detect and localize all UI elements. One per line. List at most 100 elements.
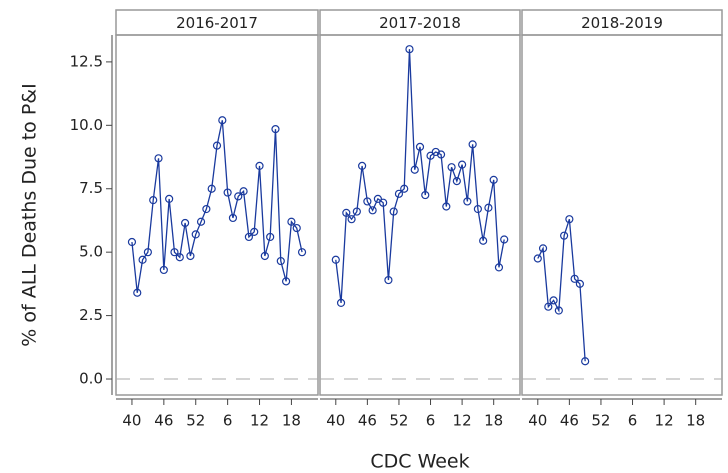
data-point [554, 306, 563, 315]
x-tick-label: 46 [154, 412, 173, 430]
data-point [363, 197, 372, 206]
x-tick-label: 52 [591, 412, 610, 430]
data-point [165, 194, 174, 203]
x-tick-label: 52 [186, 412, 205, 430]
data-point [255, 161, 264, 171]
data-point [347, 215, 356, 224]
data-point [500, 235, 509, 244]
data-line [537, 218, 586, 362]
data-point [549, 296, 558, 305]
data-point [143, 248, 152, 257]
x-tick-label: 52 [389, 412, 408, 430]
data-point [127, 237, 137, 247]
x-tick-label: 18 [282, 412, 301, 430]
data-point [581, 357, 590, 366]
data-point [479, 236, 488, 245]
data-point [570, 274, 579, 283]
data-point [191, 230, 200, 239]
data-point [494, 263, 504, 272]
data-point [186, 251, 195, 261]
x-tick-label: 12 [250, 412, 269, 430]
data-point [287, 217, 296, 226]
x-tick-label: 18 [686, 412, 705, 430]
data-point [336, 298, 346, 308]
data-point [489, 175, 498, 184]
x-tick-label: 12 [655, 412, 674, 430]
data-point [202, 204, 211, 214]
data-line [131, 120, 303, 293]
y-tick-label: 5.0 [79, 243, 103, 261]
data-point [181, 218, 190, 228]
x-tick-label: 12 [453, 412, 472, 430]
y-tick-label: 7.5 [79, 179, 103, 197]
x-tick-label: 6 [223, 412, 233, 430]
data-point [358, 161, 367, 171]
data-point [379, 198, 388, 207]
panel-frame [115, 34, 319, 396]
data-point [575, 279, 584, 288]
data-point [170, 248, 179, 257]
data-point [368, 206, 377, 215]
data-point [389, 207, 398, 216]
panel-title: 2017-2018 [379, 14, 461, 32]
x-axis-label: CDC Week [370, 451, 469, 473]
y-axis-label: % of ALL Deaths Due to P&I [19, 83, 41, 346]
data-point [468, 140, 477, 149]
panel-frame [521, 34, 723, 396]
data-point [223, 188, 232, 197]
data-point [260, 251, 269, 261]
data-point [271, 125, 280, 134]
data-point [196, 217, 206, 226]
y-tick-label: 12.5 [70, 52, 103, 70]
data-point [228, 213, 238, 223]
data-point [538, 244, 548, 253]
data-point [384, 275, 393, 285]
data-point [484, 203, 493, 212]
y-tick-label: 2.5 [79, 306, 103, 324]
data-point [394, 189, 404, 198]
x-tick-label: 46 [560, 412, 579, 430]
data-point [352, 207, 361, 216]
panel-title: 2016-2017 [176, 14, 258, 32]
data-point [452, 177, 461, 186]
data-point [149, 196, 158, 205]
x-tick-label: 6 [426, 412, 436, 430]
x-tick-label: 46 [358, 412, 377, 430]
data-point [426, 151, 435, 160]
data-point [212, 141, 222, 150]
data-point [266, 232, 275, 242]
data-point [342, 208, 351, 217]
data-point [442, 202, 451, 211]
data-point [282, 277, 291, 286]
data-point [292, 223, 301, 233]
x-tick-label: 40 [326, 412, 345, 430]
data-point [473, 204, 482, 214]
data-point [447, 163, 456, 172]
data-point [533, 254, 542, 263]
data-point [250, 227, 259, 236]
data-point [133, 288, 142, 297]
x-tick-label: 18 [484, 412, 503, 430]
data-point [405, 45, 414, 54]
data-point [544, 302, 553, 311]
data-point [154, 154, 163, 163]
data-point [239, 187, 248, 196]
panel-frame [319, 34, 521, 396]
data-point [410, 165, 419, 174]
data-point [234, 192, 243, 201]
data-point [331, 255, 340, 264]
data-point [297, 248, 307, 257]
data-point [560, 231, 569, 240]
y-tick-label: 10.0 [70, 116, 103, 134]
x-tick-label: 40 [528, 412, 547, 430]
data-point [159, 265, 168, 275]
data-point [175, 253, 184, 262]
data-point [463, 197, 472, 206]
data-point [207, 184, 216, 193]
data-point [415, 142, 425, 151]
y-tick-label: 0.0 [79, 370, 103, 388]
data-point [218, 116, 227, 125]
data-line [335, 49, 505, 303]
data-point [565, 215, 574, 224]
